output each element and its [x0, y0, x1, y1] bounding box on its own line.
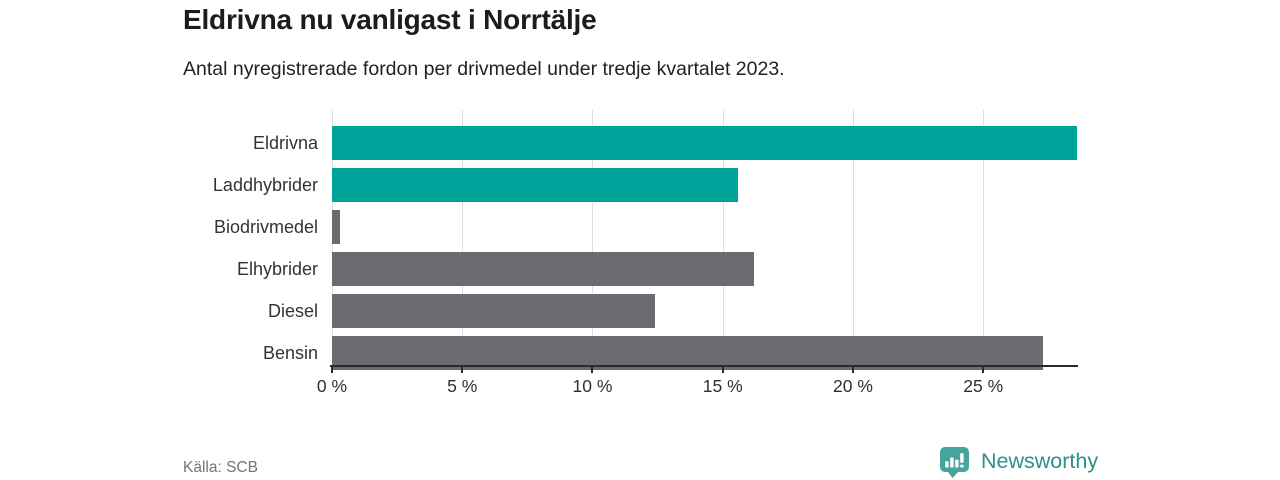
gridline [722, 110, 724, 365]
bar-chart: Eldrivna Laddhybrider Biodrivmedel Elhybrid… [0, 110, 1280, 410]
x-axis-tick [331, 367, 333, 373]
bar-eldrivna [332, 126, 1077, 160]
x-axis-tick [461, 367, 464, 373]
newsworthy-logo-text: Newsworthy [981, 449, 1099, 473]
category-label: Eldrivna [252, 132, 318, 153]
x-axis-tick-label: 0 % [316, 376, 348, 396]
bar-bensin [332, 336, 1044, 370]
x-axis-tick-label: 25 % [963, 376, 1004, 396]
bar-biodrivmedel [332, 210, 340, 244]
source-note: Källa: SCB [183, 459, 258, 476]
bar-laddhybrider [332, 168, 739, 202]
category-label: Diesel [267, 300, 318, 321]
gridline [983, 110, 985, 365]
category-label: Bensin [262, 342, 318, 363]
category-label: Biodrivmedel [213, 216, 318, 237]
category-label: Laddhybrider [212, 174, 318, 195]
bar-elhybrider [332, 252, 754, 286]
x-axis-tick-label: 20 % [833, 376, 873, 396]
x-axis-tick [982, 367, 985, 373]
newsworthy-logo: Newsworthy [938, 445, 1098, 478]
x-axis-tick-label: 5 % [447, 376, 478, 396]
category-label: Elhybrider [236, 258, 318, 279]
x-axis-tick [591, 367, 594, 373]
bar-diesel [332, 294, 655, 328]
x-axis-tick [851, 367, 854, 373]
page-subtitle: Antal nyregistrerade fordon per drivmede… [183, 58, 785, 80]
gridline [462, 110, 464, 365]
plot-area [332, 110, 1077, 370]
gridline [852, 110, 854, 365]
x-axis-tick-label: 15 % [702, 376, 743, 396]
page-title: Eldrivna nu vanligast i Norrtälje [183, 4, 597, 35]
x-axis-tick [721, 367, 724, 373]
newsworthy-logo-icon [940, 447, 969, 478]
x-axis-line [330, 365, 1078, 367]
x-axis-tick-label: 10 % [572, 376, 613, 396]
gridline [592, 110, 594, 365]
